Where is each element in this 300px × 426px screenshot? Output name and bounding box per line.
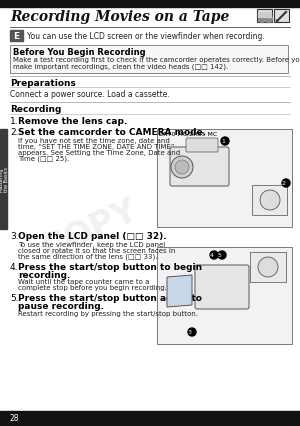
FancyBboxPatch shape (186, 139, 218, 153)
Text: Restart recording by pressing the start/stop button.: Restart recording by pressing the start/… (18, 310, 198, 316)
Text: Recording Movies on a Tape: Recording Movies on a Tape (10, 10, 230, 24)
Text: 1: 1 (221, 139, 225, 144)
Text: Preparations: Preparations (10, 79, 76, 88)
Bar (0, 130, 7, 230)
Bar (10, 31, 23, 42)
Bar (10, 46, 288, 74)
Circle shape (221, 138, 229, 146)
Text: Press the start/stop button to begin: Press the start/stop button to begin (18, 262, 202, 271)
Text: 3: 3 (188, 329, 192, 334)
Text: time, “SET THE TIME ZONE, DATE AND TIME”: time, “SET THE TIME ZONE, DATE AND TIME” (18, 144, 175, 150)
Text: Open the LCD panel (□□ 32).: Open the LCD panel (□□ 32). (18, 231, 167, 240)
Circle shape (266, 17, 272, 23)
Text: recording.: recording. (18, 271, 70, 279)
Circle shape (171, 157, 193, 178)
Text: Remove the lens cap.: Remove the lens cap. (18, 117, 127, 126)
Text: 5.: 5. (10, 294, 19, 302)
Circle shape (175, 161, 189, 175)
Circle shape (282, 180, 290, 187)
Text: Press the start/stop button again to: Press the start/stop button again to (18, 294, 202, 302)
Polygon shape (167, 275, 192, 307)
Bar (252, 186, 287, 216)
Circle shape (259, 17, 266, 23)
Text: Set the camcorder to CAMERA mode.: Set the camcorder to CAMERA mode. (18, 128, 206, 137)
Text: You can use the LCD screen or the viewfinder when recording.: You can use the LCD screen or the viewfi… (27, 32, 265, 41)
Text: Before You Begin Recording: Before You Begin Recording (13, 48, 146, 57)
Circle shape (218, 251, 226, 259)
Text: closed or rotate it so that the screen faces in: closed or rotate it so that the screen f… (18, 248, 175, 253)
Circle shape (188, 328, 196, 336)
Text: E: E (14, 32, 20, 41)
Text: ZR70 MC/ZR65 MC: ZR70 MC/ZR65 MC (159, 132, 217, 137)
FancyBboxPatch shape (195, 265, 249, 309)
Text: 28: 28 (10, 413, 20, 422)
Text: 5: 5 (218, 253, 222, 257)
Text: make important recordings, clean the video heads (□□ 142).: make important recordings, clean the vid… (13, 63, 228, 69)
Text: pause recording.: pause recording. (18, 301, 104, 310)
Text: Recording: Recording (10, 105, 61, 114)
Text: If you have not set the time zone, date and: If you have not set the time zone, date … (18, 138, 170, 144)
Bar (250, 253, 286, 282)
Bar (257, 10, 272, 23)
Text: 2: 2 (282, 181, 286, 186)
Circle shape (260, 190, 280, 210)
Text: 4: 4 (210, 253, 214, 257)
Text: 4.: 4. (10, 262, 19, 271)
Bar (258, 13, 271, 18)
Circle shape (210, 251, 218, 259)
Text: 2.: 2. (10, 128, 19, 137)
Text: complete stop before you begin recording.: complete stop before you begin recording… (18, 284, 167, 290)
Text: Wait until the tape counter came to a: Wait until the tape counter came to a (18, 278, 149, 284)
Circle shape (258, 257, 278, 277)
Bar (157, 130, 292, 227)
Bar (274, 10, 289, 23)
Bar (157, 248, 292, 344)
Text: COPY: COPY (37, 193, 143, 266)
Text: Mastering
the Basics: Mastering the Basics (0, 167, 9, 192)
Text: 3.: 3. (10, 231, 19, 240)
Text: the same direction of the lens (□□ 33).: the same direction of the lens (□□ 33). (18, 253, 158, 260)
FancyBboxPatch shape (170, 148, 229, 187)
Text: appears. See Setting the Time Zone, Date and: appears. See Setting the Time Zone, Date… (18, 150, 180, 155)
Bar (0, 411, 300, 426)
Text: Make a test recording first to check if the camcorder operates correctly. Before: Make a test recording first to check if … (13, 57, 300, 63)
Text: Time (□□ 25).: Time (□□ 25). (18, 155, 69, 162)
Text: 1.: 1. (10, 117, 19, 126)
Bar (0, 0, 300, 8)
Text: To use the viewfinder, keep the LCD panel: To use the viewfinder, keep the LCD pane… (18, 242, 165, 248)
Text: Connect a power source. Load a cassette.: Connect a power source. Load a cassette. (10, 90, 170, 99)
